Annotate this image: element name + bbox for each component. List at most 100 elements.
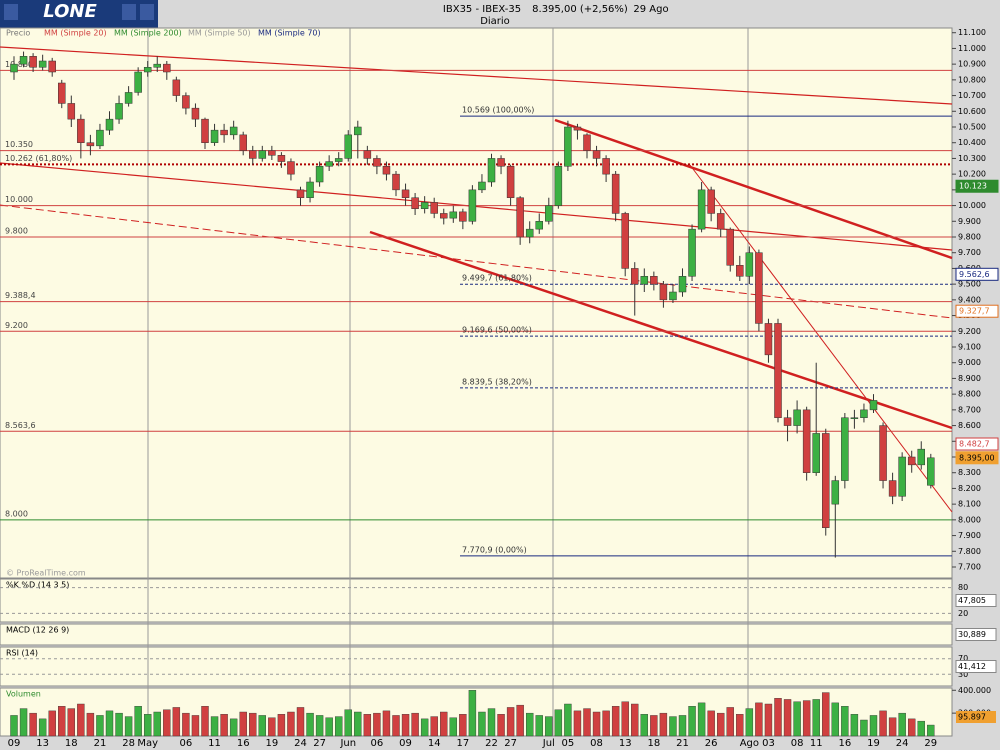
volume-bar [831, 702, 839, 737]
candle-body [564, 126, 572, 167]
candle-body [783, 417, 792, 426]
volume-bar [860, 719, 868, 737]
legend-item: MM (Simple 200) [114, 29, 182, 38]
x-tick-label: 22 [485, 738, 498, 749]
fib-label: 10.569 (100,00%) [462, 106, 534, 115]
candle-body [764, 323, 773, 356]
x-tick-label: 16 [838, 738, 851, 749]
panel-tick-label: 70 [958, 654, 968, 663]
candle-body [927, 457, 935, 486]
volume-bar [869, 715, 878, 737]
volume-bar [697, 702, 706, 737]
volume-bar [268, 717, 276, 737]
volume-bar [764, 703, 773, 737]
volume-bar [249, 712, 257, 737]
volume-bar [850, 714, 859, 737]
volume-bar [898, 712, 906, 737]
price-badge [955, 179, 999, 193]
panel-tick-label: 80 [958, 583, 968, 592]
candle-body [554, 166, 563, 206]
level-label: 9.200 [5, 321, 28, 330]
level-label: 8.563,6 [5, 421, 36, 430]
candle-body [602, 158, 610, 175]
x-tick-label: 08 [590, 738, 603, 749]
volume-bar [201, 706, 209, 737]
y-tick-label: 11.000 [958, 44, 986, 53]
volume-bar [373, 712, 381, 737]
candle-body [373, 158, 381, 167]
candle-body [736, 265, 744, 277]
x-tick-label: 27 [504, 738, 517, 749]
candle-body [611, 173, 620, 214]
x-tick-label: 13 [619, 738, 632, 749]
candle-body [287, 161, 295, 175]
y-tick-label: 11.100 [958, 28, 986, 37]
x-tick-label: 18 [65, 738, 78, 749]
x-tick-label: 19 [867, 738, 880, 749]
level-label: 8.000 [5, 509, 28, 518]
price-badge [955, 304, 999, 318]
y-tick-label: 9.900 [958, 217, 981, 226]
icon[interactable] [122, 4, 136, 20]
volume-bar [220, 714, 228, 737]
volume-bar [659, 712, 668, 737]
candle-body [812, 433, 820, 473]
x-tick-label: 19 [265, 738, 278, 749]
x-tick-label: 18 [647, 738, 660, 749]
candle-body [210, 129, 219, 143]
candle-body [306, 181, 314, 198]
volume-bar [335, 716, 343, 737]
candle-body [525, 228, 534, 238]
x-tick-label: 08 [791, 738, 804, 749]
volume-bar [650, 715, 658, 737]
volume-bar [707, 710, 715, 737]
candle-body [411, 197, 419, 209]
candle-body [58, 82, 66, 104]
candle-body [545, 205, 553, 222]
candle-body [678, 276, 687, 293]
x-tick-label: 28 [122, 738, 135, 749]
y-tick-label: 7.900 [958, 531, 981, 540]
candle-body [10, 63, 18, 73]
volume-bar [315, 715, 324, 737]
candle-body [449, 211, 458, 219]
candle-body [869, 400, 878, 411]
volume-bar [325, 717, 333, 737]
level-label: 10.860 [5, 60, 33, 69]
x-tick-label: 24 [294, 738, 307, 749]
candle-body [296, 189, 305, 198]
volume-bar [277, 714, 286, 737]
candle-body [907, 456, 916, 466]
volume-bar [411, 712, 419, 737]
volume-label: Volumen [6, 690, 41, 699]
panel [0, 623, 953, 646]
volume-bar [392, 715, 400, 737]
candle-body [201, 118, 209, 143]
x-tick-label: 03 [762, 738, 775, 749]
badge-bg [955, 660, 997, 673]
candle-body [669, 291, 677, 301]
x-tick-label: 05 [562, 738, 575, 749]
y-tick-label: 10.800 [958, 75, 986, 84]
volume-bar [191, 715, 200, 737]
x-tick-label: 11 [208, 738, 221, 749]
panel-label: MACD (12 26 9) [6, 626, 69, 635]
x-tick-label: 09 [399, 738, 412, 749]
volume-bar [564, 703, 572, 737]
volume-bar [182, 712, 190, 737]
candle-body [631, 268, 639, 285]
panel-tick-label: 30 [958, 670, 968, 679]
level-label: 10.350 [5, 140, 33, 149]
volume-bar [497, 714, 505, 737]
candle-body [239, 134, 247, 151]
volume-bar [105, 710, 114, 737]
icon[interactable] [4, 4, 18, 20]
price-badge-label: 10.123 [959, 182, 987, 191]
volume-bar [134, 706, 142, 737]
y-tick-label: 10.000 [958, 201, 986, 210]
candle-body [382, 166, 391, 175]
candle-body [707, 189, 715, 214]
x-tick-label: 09 [8, 738, 21, 749]
price-badge [955, 451, 999, 465]
icon[interactable] [140, 4, 154, 20]
